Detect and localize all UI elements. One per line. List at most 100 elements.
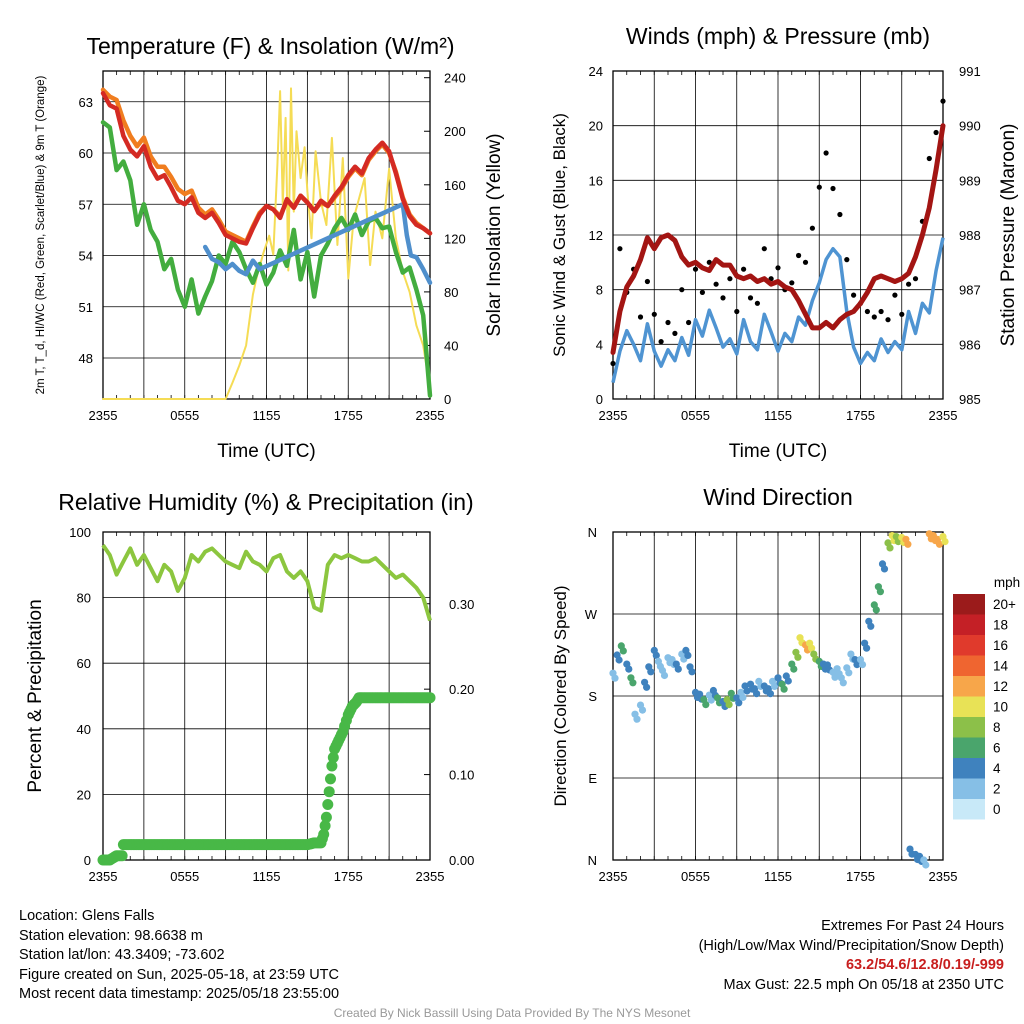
y2-tick-label: 120 bbox=[444, 231, 466, 246]
y-axis-label: Direction (Colored By Speed) bbox=[551, 585, 570, 806]
recent-label: Most recent data timestamp: 2025/05/18 2… bbox=[19, 986, 340, 1002]
direction-point bbox=[790, 665, 798, 673]
gust-point bbox=[610, 360, 616, 367]
y-tick-label: 8 bbox=[596, 283, 603, 298]
y2-tick-label: 0.10 bbox=[449, 768, 474, 783]
direction-point bbox=[766, 690, 775, 698]
gust-point bbox=[926, 155, 932, 162]
direction-point bbox=[615, 656, 623, 664]
y2-tick-label: 987 bbox=[959, 283, 981, 298]
direction-point bbox=[853, 661, 861, 669]
gust-point bbox=[637, 314, 644, 320]
gust-point bbox=[699, 289, 706, 295]
x-tick-label: 0555 bbox=[170, 408, 199, 423]
x-tick-label: 1755 bbox=[334, 408, 363, 423]
extremes-subtitle: (High/Low/Max Wind/Precipitation/Snow De… bbox=[698, 937, 1004, 954]
gust-point bbox=[679, 287, 685, 293]
y-tick-label: 80 bbox=[77, 591, 91, 606]
y2-axis-label: Solar Insolation (Yellow) bbox=[484, 133, 505, 336]
y-tick-label: 16 bbox=[589, 173, 603, 188]
gust-point bbox=[747, 295, 754, 301]
series-wind bbox=[611, 237, 945, 383]
gust-point bbox=[692, 266, 699, 272]
gust-point bbox=[912, 276, 919, 282]
precip-point bbox=[320, 811, 332, 823]
legend-label: 4 bbox=[993, 761, 1001, 776]
legend-label: 6 bbox=[993, 741, 1001, 756]
precip-point bbox=[322, 799, 334, 810]
direction-point bbox=[935, 540, 944, 548]
y-tick-label: 63 bbox=[79, 95, 93, 110]
direction-point bbox=[743, 687, 751, 695]
direction-point bbox=[808, 644, 816, 652]
gust-point bbox=[658, 339, 664, 345]
legend-title: mph bbox=[994, 575, 1020, 590]
y2-tick-label: 160 bbox=[444, 178, 466, 193]
legend-label: 2 bbox=[993, 782, 1001, 797]
legend-label: 20+ bbox=[993, 597, 1016, 612]
precip-point bbox=[319, 820, 331, 832]
gust-point bbox=[830, 185, 836, 192]
gust-point bbox=[864, 308, 871, 315]
precip-point bbox=[116, 850, 128, 862]
direction-point bbox=[611, 674, 619, 682]
series-2mt bbox=[100, 90, 433, 246]
panel-title: Winds (mph) & Pressure (mb) bbox=[626, 23, 930, 49]
gust-point bbox=[906, 281, 912, 287]
latlon-label: Station lat/lon: 43.3409; -73.602 bbox=[19, 947, 225, 963]
direction-point bbox=[784, 677, 792, 685]
y-axis-label: Percent & Precipitation bbox=[25, 599, 46, 792]
legend-swatch bbox=[953, 594, 985, 615]
max-gust-label: Max Gust: 22.5 mph On 05/18 at 2350 UTC bbox=[723, 976, 1004, 993]
direction-point bbox=[684, 651, 692, 660]
panel-title: Temperature (F) & Insolation (W/m²) bbox=[86, 33, 454, 59]
y2-tick-label: 990 bbox=[959, 119, 981, 134]
legend-swatch bbox=[953, 614, 985, 635]
y-tick-label: 12 bbox=[589, 228, 603, 243]
gust-point bbox=[878, 308, 884, 315]
legend-swatch bbox=[953, 655, 985, 676]
gust-point bbox=[899, 311, 905, 317]
direction-point bbox=[770, 682, 779, 691]
legend-label: 12 bbox=[993, 679, 1008, 694]
legend-label: 18 bbox=[993, 618, 1008, 633]
panel-title: Wind Direction bbox=[703, 484, 853, 510]
legend-label: 14 bbox=[993, 659, 1009, 674]
y-tick-label: 40 bbox=[77, 722, 91, 737]
panel-1-frame bbox=[100, 70, 433, 400]
direction-point bbox=[735, 699, 743, 707]
x-tick-label: 1755 bbox=[846, 408, 875, 423]
y-tick-label: 51 bbox=[79, 300, 93, 315]
direction-point bbox=[707, 696, 715, 704]
x-axis-label: Time (UTC) bbox=[217, 441, 316, 462]
direction-point bbox=[633, 715, 641, 723]
precip-point bbox=[323, 786, 335, 798]
direction-point bbox=[629, 679, 637, 687]
x-tick-label: 2355 bbox=[416, 869, 445, 884]
y-axis-label: Sonic Wind & Gust (Blue, Black) bbox=[550, 113, 569, 357]
station-info: Location: Glens Falls Station elevation:… bbox=[19, 907, 339, 1005]
x-tick-label: 2355 bbox=[599, 869, 628, 884]
y-axis-label: 2m T, T_d, HI/WC (Red, Green, Scarlet/Bl… bbox=[35, 75, 47, 394]
direction-point bbox=[647, 668, 655, 676]
y-tick-label: S bbox=[588, 689, 597, 704]
credit-line: Created By Nick Bassill Using Data Provi… bbox=[333, 1006, 691, 1020]
y-tick-label: E bbox=[588, 771, 597, 786]
x-tick-label: 2355 bbox=[89, 408, 118, 423]
legend-label: 0 bbox=[993, 802, 1001, 817]
precip-point bbox=[326, 760, 338, 772]
x-tick-label: 2355 bbox=[416, 408, 445, 423]
y2-tick-label: 988 bbox=[959, 228, 981, 243]
y-tick-label: 20 bbox=[589, 119, 603, 134]
legend-swatch bbox=[953, 737, 985, 758]
precip-point bbox=[424, 692, 436, 704]
x-tick-label: 2355 bbox=[929, 869, 958, 884]
series-pressure bbox=[610, 123, 946, 355]
direction-point bbox=[674, 665, 682, 673]
y2-axis-label: Station Pressure (Maroon) bbox=[998, 124, 1019, 347]
y2-tick-label: 989 bbox=[959, 173, 981, 188]
gust-point bbox=[713, 281, 719, 287]
gust-point bbox=[644, 278, 651, 285]
direction-point bbox=[863, 644, 871, 652]
